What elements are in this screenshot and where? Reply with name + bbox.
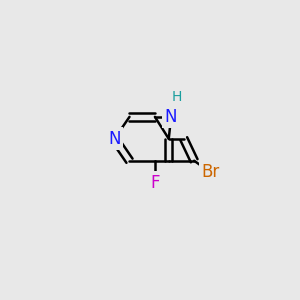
Text: N: N	[165, 108, 177, 126]
Text: H: H	[172, 90, 182, 104]
Text: Br: Br	[201, 163, 220, 181]
Text: F: F	[150, 174, 160, 192]
Text: N: N	[108, 130, 121, 148]
